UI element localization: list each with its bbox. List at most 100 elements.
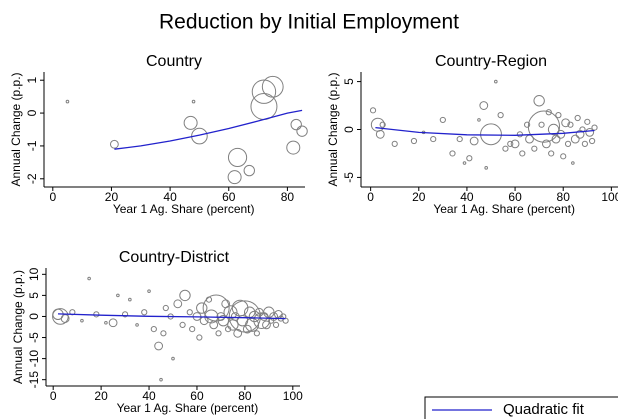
bubble — [202, 294, 230, 322]
bubble — [116, 293, 120, 298]
bubble — [456, 135, 463, 143]
bubble — [561, 118, 571, 128]
bubble — [524, 121, 531, 128]
y-tick-label: 5 — [342, 78, 356, 85]
x-tick-label: 20 — [412, 190, 426, 204]
bubble — [507, 140, 514, 147]
bubble — [469, 136, 479, 146]
fit-line — [57, 313, 286, 320]
bubble — [541, 139, 551, 149]
fit-line — [114, 109, 303, 150]
y-tick-label: -10 — [27, 350, 41, 368]
y-tick-label: 1 — [25, 77, 39, 84]
panel-title: Country-District — [119, 249, 230, 266]
x-tick-label: 0 — [367, 190, 374, 204]
bubble — [502, 145, 509, 152]
bubble — [183, 115, 198, 130]
x-tick-label: 60 — [508, 190, 522, 204]
x-tick-label: 80 — [557, 190, 571, 204]
y-tick-label: -5 — [27, 332, 41, 343]
bubble — [269, 312, 279, 321]
bubble — [591, 124, 598, 131]
y-axis-label: Annual Change (p.p.) — [9, 72, 23, 186]
bubble — [519, 150, 526, 157]
bubble — [497, 112, 504, 119]
bubble — [375, 129, 385, 139]
bubble — [449, 150, 456, 157]
bubble — [516, 131, 523, 138]
y-tick-label: 0 — [25, 109, 39, 116]
x-tick-label: 40 — [142, 389, 156, 403]
bubble — [462, 161, 467, 165]
x-tick-label: 80 — [238, 389, 252, 403]
legend-label: Quadratic fit — [503, 401, 585, 418]
bubble — [173, 299, 183, 309]
x-tick-label: 60 — [222, 190, 236, 204]
panel-title: Country — [146, 53, 202, 70]
x-tick-label: 40 — [163, 190, 177, 204]
bubble — [571, 161, 575, 165]
bubble — [510, 139, 520, 149]
bubble — [80, 318, 84, 323]
bubble — [121, 311, 129, 318]
bubble — [217, 314, 230, 327]
legend: Quadratic fit — [424, 396, 618, 419]
y-tick-label: -15 — [27, 371, 41, 389]
bubble — [560, 153, 567, 160]
bubble — [109, 139, 119, 149]
bubble — [65, 99, 70, 104]
bubble — [581, 140, 588, 147]
bubble — [564, 140, 572, 147]
bubble — [128, 297, 132, 302]
x-tick-label: 100 — [283, 389, 303, 403]
bubble — [369, 107, 377, 114]
bubble — [589, 137, 596, 145]
fit-line — [375, 126, 595, 136]
x-tick-label: 0 — [49, 190, 56, 204]
bubble — [548, 150, 555, 157]
x-axis-label: Year 1 Ag. Share (percent) — [113, 202, 255, 216]
bubble — [160, 330, 167, 337]
bubble — [531, 145, 538, 152]
y-tick-label: 0 — [342, 126, 356, 133]
bubble — [191, 99, 196, 104]
bubble — [533, 95, 545, 107]
bubble — [243, 164, 255, 177]
bubble — [186, 309, 193, 316]
x-tick-label: 20 — [94, 389, 108, 403]
panel: Country-District 0 20 40 60 80 100 10 5 0 -5 -10 -15… — [11, 249, 303, 415]
bubble — [262, 320, 271, 330]
x-tick-label: 20 — [105, 190, 119, 204]
y-tick-label: 0 — [27, 313, 41, 320]
bubble — [477, 118, 481, 122]
y-tick-label: -5 — [342, 172, 356, 183]
panel: Country-Region 0 20 40 60 80 100 5 0 -5 Year 1 Ag.… — [326, 53, 618, 216]
bubble — [555, 112, 562, 119]
panel: Country 0 20 40 60 80 1 0 -1 -2 Year 1 Ag. Share (… — [9, 53, 308, 216]
bubble — [104, 320, 108, 325]
legend-box — [424, 396, 618, 419]
bubble — [223, 305, 238, 320]
bubble — [439, 116, 446, 124]
bubble — [162, 304, 169, 312]
bubble — [567, 121, 574, 128]
bubble — [87, 276, 91, 281]
x-axis-label: Year 1 Ag. Share (percent) — [433, 202, 575, 216]
x-tick-label: 0 — [50, 389, 57, 403]
bubble — [282, 317, 289, 324]
bubble — [296, 125, 308, 137]
bubble — [242, 324, 252, 334]
y-tick-label: -1 — [25, 140, 39, 151]
bubble — [484, 166, 488, 170]
bubble — [108, 318, 118, 328]
y-tick-label: -2 — [25, 173, 39, 184]
panel-title: Country-Region — [435, 53, 547, 70]
bubble — [261, 75, 284, 98]
bubble — [410, 137, 418, 145]
bubble — [494, 79, 498, 84]
x-tick-label: 60 — [190, 389, 204, 403]
bubble — [171, 356, 175, 361]
bubble — [527, 110, 561, 143]
bubble — [479, 101, 489, 110]
